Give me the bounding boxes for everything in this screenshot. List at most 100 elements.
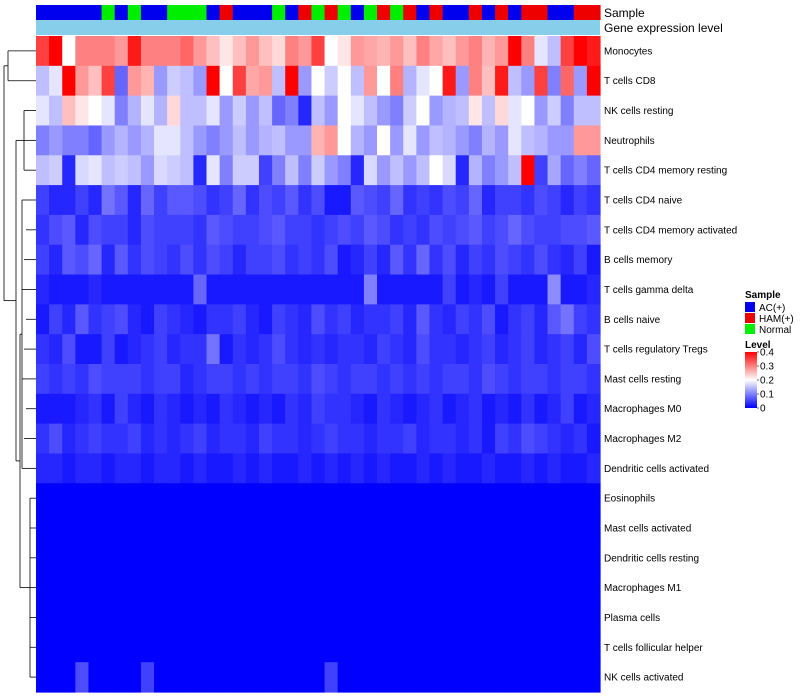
row-label: NK cells resting xyxy=(604,106,673,117)
heatmap-cell xyxy=(154,65,168,97)
heatmap-cell xyxy=(560,572,575,604)
heatmap-cell xyxy=(75,334,90,365)
heatmap-cell xyxy=(206,95,221,127)
heatmap-cell xyxy=(442,572,457,604)
heatmap-cell xyxy=(245,185,260,216)
heatmap-cell xyxy=(258,214,273,246)
heatmap-cell xyxy=(324,214,339,246)
sample-annotation-cell xyxy=(258,5,273,20)
row-label: Monocytes xyxy=(604,46,652,57)
heatmap-cell xyxy=(285,214,299,246)
heatmap-cell xyxy=(534,185,549,216)
heatmap-cell xyxy=(258,125,273,156)
heatmap-cell xyxy=(363,632,378,663)
heatmap-cell xyxy=(232,65,247,97)
sample-annotation-cell xyxy=(101,5,116,20)
heatmap-cell xyxy=(508,155,522,186)
heatmap-cell xyxy=(534,95,549,127)
sample-annotation-cell xyxy=(508,5,522,20)
heatmap-cell xyxy=(49,662,63,693)
heatmap-cell xyxy=(350,364,365,395)
heatmap-cell xyxy=(36,483,50,514)
sample-annotation-cell xyxy=(232,5,247,20)
heatmap-cell xyxy=(324,483,339,514)
heatmap-cell xyxy=(455,274,470,305)
heatmap-cell xyxy=(495,423,509,455)
heatmap-cell xyxy=(455,364,470,395)
heatmap-cell xyxy=(442,423,457,455)
heatmap-cell xyxy=(468,95,483,127)
heatmap-cell xyxy=(534,423,549,455)
legend-swatch xyxy=(745,302,755,312)
heatmap-cell xyxy=(180,65,194,97)
heatmap-cell xyxy=(298,632,313,663)
heatmap-cell xyxy=(127,155,142,186)
heatmap-cell xyxy=(193,334,208,365)
heatmap-cell xyxy=(101,364,116,395)
heatmap-cell xyxy=(101,65,116,97)
heatmap-cell xyxy=(521,542,536,574)
heatmap-cell xyxy=(114,423,129,455)
heatmap-cell xyxy=(560,513,575,544)
heatmap-cell xyxy=(272,513,286,544)
heatmap-cell xyxy=(245,95,260,127)
heatmap-cell xyxy=(49,185,63,216)
heatmap-cell xyxy=(481,334,496,365)
legend-tick-label: 0.2 xyxy=(760,376,774,387)
heatmap-cell xyxy=(127,334,142,365)
heatmap-cell xyxy=(232,423,247,455)
sample-annotation-cell xyxy=(127,5,142,20)
heatmap-cell xyxy=(114,214,129,246)
heatmap-cell xyxy=(455,36,470,67)
heatmap-cell xyxy=(495,513,509,544)
heatmap-cell xyxy=(534,513,549,544)
heatmap-cell xyxy=(495,304,509,335)
heatmap-cell xyxy=(219,95,234,127)
heatmap-cell xyxy=(62,155,76,186)
heatmap-cell xyxy=(429,393,444,425)
heatmap-cell xyxy=(455,572,470,604)
heatmap-cell xyxy=(219,274,234,305)
heatmap-cell xyxy=(508,423,522,455)
heatmap-cell xyxy=(495,155,509,186)
heatmap-cell xyxy=(481,214,496,246)
heatmap-cell xyxy=(36,244,50,276)
heatmap-cell xyxy=(114,274,129,305)
heatmap-cell xyxy=(403,185,417,216)
heatmap-cell xyxy=(547,65,562,97)
heatmap-cell xyxy=(481,572,496,604)
heatmap-cell xyxy=(429,185,444,216)
heatmap-cell xyxy=(495,214,509,246)
heatmap-cell xyxy=(245,483,260,514)
heatmap-cell xyxy=(272,662,286,693)
heatmap-cell xyxy=(390,542,404,574)
heatmap-cell xyxy=(219,453,234,484)
heatmap-cell xyxy=(180,393,194,425)
heatmap-cell xyxy=(298,662,313,693)
heatmap-cell xyxy=(219,513,234,544)
heatmap-cell xyxy=(442,36,457,67)
heatmap-cell xyxy=(88,632,103,663)
heatmap-cell xyxy=(180,542,194,574)
heatmap-cell xyxy=(350,304,365,335)
heatmap-cell xyxy=(468,155,483,186)
heatmap-cell xyxy=(49,542,63,574)
heatmap-cell xyxy=(481,453,496,484)
heatmap-cell xyxy=(468,483,483,514)
heatmap-cell xyxy=(573,542,588,574)
heatmap-cell xyxy=(350,214,365,246)
heatmap-cell xyxy=(350,483,365,514)
heatmap-cell xyxy=(49,572,63,604)
heatmap-cell xyxy=(495,483,509,514)
heatmap-cell xyxy=(337,244,352,276)
heatmap-cell xyxy=(403,274,417,305)
heatmap-cell xyxy=(311,393,326,425)
heatmap-cell xyxy=(36,453,50,484)
heatmap-cell xyxy=(508,542,522,574)
heatmap-cell xyxy=(390,36,404,67)
heatmap-cell xyxy=(311,155,326,186)
heatmap-cell xyxy=(573,572,588,604)
heatmap-cell xyxy=(272,393,286,425)
heatmap-cell xyxy=(272,423,286,455)
heatmap-cell xyxy=(154,542,168,574)
